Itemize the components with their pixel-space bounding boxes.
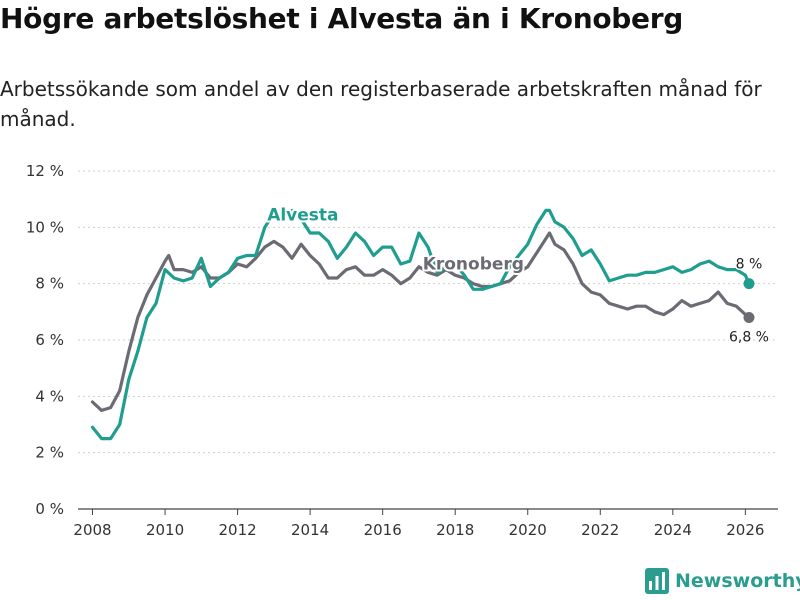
grid-layer: [78, 170, 778, 510]
chart-subtitle: Arbetssökande som andel av den registerb…: [0, 77, 762, 131]
series-label-alvesta: Alvesta: [267, 205, 338, 225]
label-layer: Kronoberg Alvesta 6,8 % 8 %: [265, 203, 770, 347]
newsworthy-logo-icon: [645, 568, 669, 594]
series-label-kronoberg: Kronoberg: [423, 255, 524, 275]
newsworthy-logo: Newsworthy: [645, 568, 800, 594]
x-tick-label: 2024: [654, 521, 692, 539]
brand-name: Newsworthy: [675, 570, 800, 592]
y-tick-label: 0 %: [35, 500, 64, 518]
line-chart: 0 % 2 % 4 % 6 % 8 % 10 % 12 % 2008 2010 2012 2014 2…: [26, 162, 778, 539]
y-tick-label: 4 %: [35, 387, 64, 405]
x-tick-label: 2018: [436, 521, 474, 539]
end-point-alvesta: [743, 278, 755, 290]
x-tick-label: 2012: [218, 521, 256, 539]
chart-title: Högre arbetslöshet i Alvesta än i Kronob…: [0, 2, 683, 35]
series-layer: [90, 208, 755, 441]
x-tick-label: 2008: [73, 521, 111, 539]
y-tick-label: 10 %: [26, 218, 64, 236]
x-tick-label: 2014: [291, 521, 329, 539]
y-tick-label: 12 %: [26, 162, 64, 180]
end-value-label-alvesta: 8 %: [736, 257, 763, 273]
end-point-kronoberg: [743, 311, 755, 323]
y-tick-label: 6 %: [35, 331, 64, 349]
y-tick-label: 8 %: [35, 275, 64, 293]
series-line-alvesta: [90, 208, 751, 441]
series-line-kronoberg: [90, 231, 751, 412]
x-tick-label: 2020: [509, 521, 547, 539]
x-tick-label: 2010: [146, 521, 184, 539]
end-value-label-kronoberg: 6,8 %: [729, 329, 769, 345]
x-tick-label: 2016: [364, 521, 402, 539]
x-tick-label: 2022: [581, 521, 619, 539]
axis-layer: 0 % 2 % 4 % 6 % 8 % 10 % 12 % 2008 2010 2012 2014 2…: [26, 162, 765, 539]
x-tick-label: 2026: [726, 521, 764, 539]
y-tick-label: 2 %: [35, 444, 64, 462]
